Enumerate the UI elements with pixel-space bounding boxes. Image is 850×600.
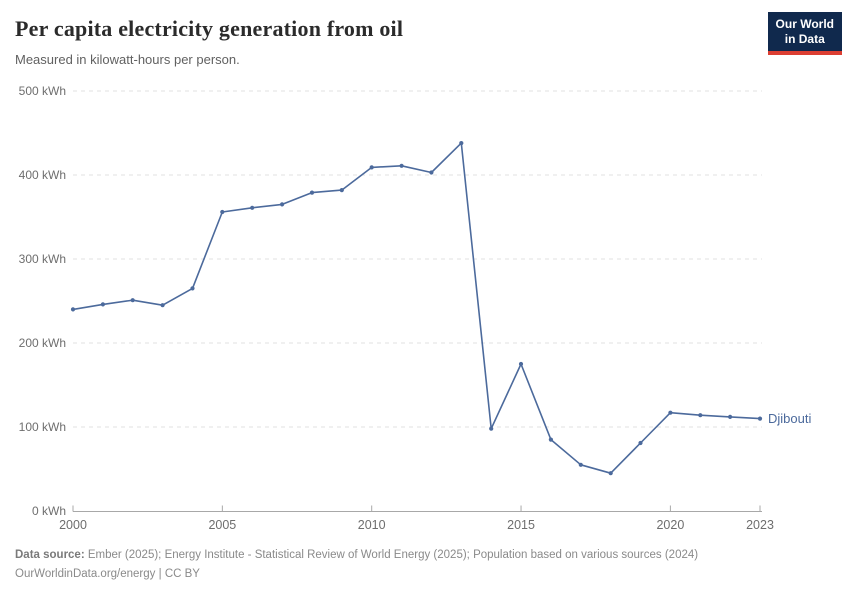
link-separator: | [155, 567, 165, 580]
owid-energy-link[interactable]: OurWorldinData.org/energy [15, 567, 156, 580]
chart-footer: Data source: Ember (2025); Energy Instit… [15, 546, 835, 584]
data-point[interactable] [160, 303, 165, 308]
data-point[interactable] [369, 165, 374, 170]
data-point[interactable] [459, 141, 464, 146]
data-point[interactable] [399, 163, 404, 168]
data-point[interactable] [280, 202, 285, 207]
data-point[interactable] [638, 440, 643, 446]
data-point[interactable] [220, 209, 225, 215]
data-point[interactable] [309, 190, 315, 195]
data-point[interactable] [70, 307, 76, 312]
y-axis-tick-label: 300 kWh [19, 252, 66, 266]
data-point[interactable] [190, 286, 195, 291]
data-point[interactable] [548, 437, 554, 442]
datasource-line: Data source: Ember (2025); Energy Instit… [15, 546, 835, 565]
x-axis-tick-label: 2020 [656, 518, 684, 532]
data-point[interactable] [100, 302, 105, 307]
x-axis-tick-label: 2015 [507, 518, 535, 532]
data-point[interactable] [489, 426, 494, 431]
y-axis-tick-label: 400 kWh [19, 168, 66, 182]
data-point[interactable] [130, 298, 135, 303]
y-axis-tick-label: 0 kWh [32, 504, 66, 518]
data-point[interactable] [608, 471, 613, 476]
data-line-djibouti [72, 142, 761, 475]
y-axis-tick-label: 100 kWh [19, 420, 66, 434]
data-point[interactable] [728, 414, 733, 419]
owid-logo-line2: in Data [784, 32, 825, 46]
series-end-label[interactable]: Djibouti [768, 411, 811, 426]
x-axis-tick-label: 2023 [746, 518, 774, 532]
x-axis-tick-label: 2000 [59, 518, 87, 532]
datasource-label: Data source: [15, 549, 85, 561]
chart-subtitle: Measured in kilowatt-hours per person. [15, 52, 240, 67]
data-point[interactable] [698, 413, 703, 418]
license-line: OurWorldinData.org/energy | CC BY [15, 565, 835, 584]
x-axis-tick-label: 2010 [358, 518, 386, 532]
x-axis-tick-label: 2005 [208, 518, 236, 532]
datasource-text: Ember (2025); Energy Institute - Statist… [84, 549, 699, 561]
data-point[interactable] [429, 170, 434, 175]
data-point[interactable] [757, 416, 763, 421]
y-axis-tick-label: 200 kWh [19, 336, 66, 350]
data-point[interactable] [250, 205, 255, 210]
data-point[interactable] [578, 462, 583, 467]
y-axis-tick-label: 500 kWh [19, 84, 66, 98]
data-point[interactable] [668, 410, 673, 415]
owid-logo[interactable]: Our World in Data [767, 12, 842, 55]
data-point[interactable] [339, 188, 344, 193]
owid-logo-line1: Our World [775, 17, 834, 31]
cc-by-link[interactable]: CC BY [164, 567, 200, 580]
page-title: Per capita electricity generation from o… [15, 16, 404, 41]
chart-canvas: 0 kWh 100 kWh 200 kWh 300 kWh 400 kWh 500 kWh… [19, 84, 812, 532]
data-point[interactable] [518, 361, 524, 367]
